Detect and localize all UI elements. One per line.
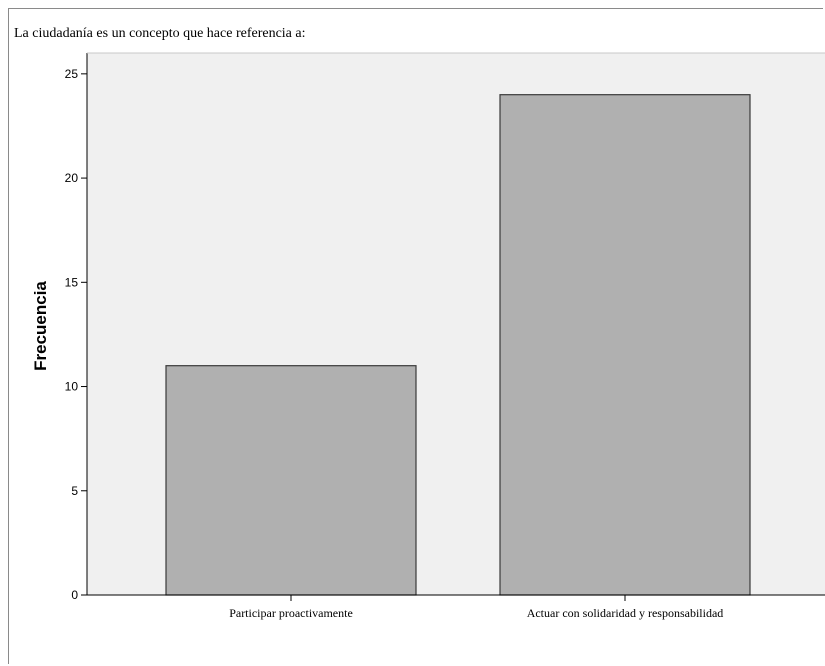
y-tick-label: 10 [65,380,79,394]
y-axis-ticks: 0 5 10 15 20 25 [65,67,87,602]
y-tick-label: 5 [71,484,78,498]
bar-2 [499,94,751,596]
y-tick-label: 15 [65,275,79,289]
x-tick-label: Actuar con solidaridad y responsabilidad [527,606,724,620]
x-axis-ticks: Participar proactivamente Actuar con soli… [229,595,723,620]
y-tick-label: 0 [71,588,78,602]
chart-title: La ciudadanía es un concepto que hace re… [14,26,306,41]
y-axis-title: Frecuencia [31,281,50,371]
x-tick-label: Participar proactivamente [229,606,353,620]
bar-1 [165,365,417,596]
y-tick-label: 25 [65,67,79,81]
y-tick-label: 20 [65,171,79,185]
